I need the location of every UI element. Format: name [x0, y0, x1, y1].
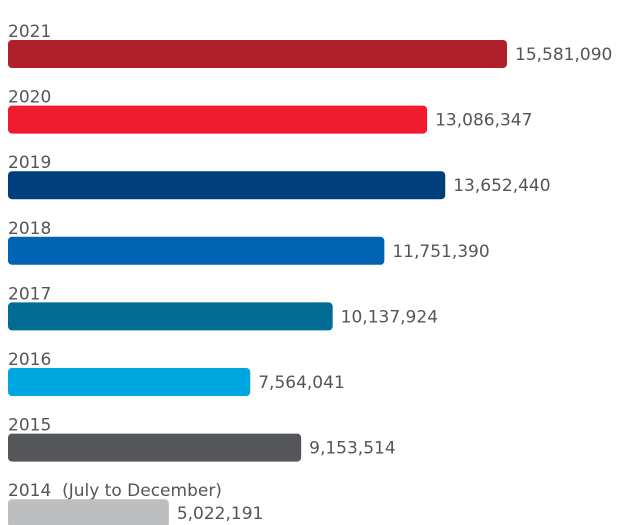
category-label: 2020: [8, 88, 51, 108]
bar: [8, 302, 333, 331]
bar: [8, 368, 251, 396]
value-label: 9,153,514: [309, 439, 396, 459]
value-label: 13,086,347: [435, 111, 532, 131]
bar: [8, 171, 446, 200]
category-label: 2018: [8, 219, 51, 239]
category-label: 2019: [8, 153, 51, 173]
value-label: 15,581,090: [515, 45, 612, 65]
value-label: 5,022,191: [177, 504, 264, 524]
bar: [8, 499, 169, 525]
category-label: 2014 (July to December): [8, 481, 222, 501]
category-label: 2016: [8, 350, 51, 370]
bar: [8, 105, 428, 134]
value-label: 10,137,924: [341, 307, 438, 327]
value-label: 11,751,390: [392, 242, 489, 262]
category-label: 2021: [8, 22, 51, 42]
category-label: 2017: [8, 284, 51, 304]
bar: [8, 236, 385, 265]
value-label: 7,564,041: [258, 373, 345, 393]
value-label: 13,652,440: [453, 176, 550, 196]
category-label: 2015: [8, 416, 51, 436]
bar: [8, 40, 507, 68]
bar: [8, 433, 302, 462]
